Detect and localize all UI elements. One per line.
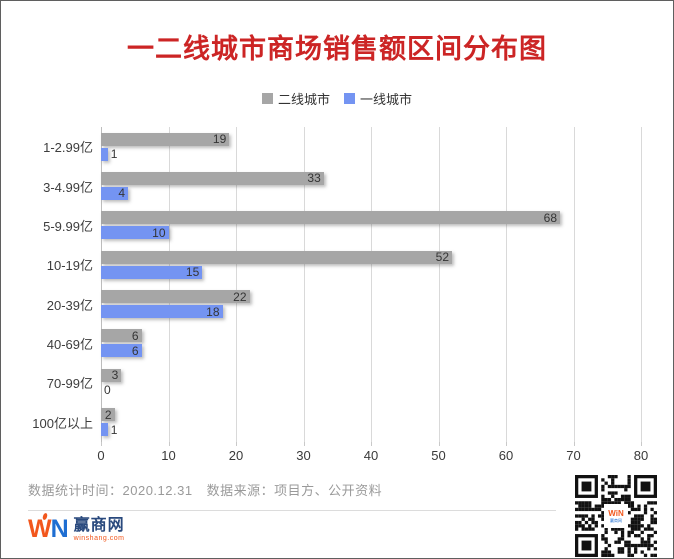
gridline (438, 127, 440, 442)
x-axis-tick-label: 80 (633, 448, 649, 463)
legend-swatch-icon (261, 93, 273, 104)
category-label: 70-99亿 (46, 376, 93, 392)
value-label: 1 (110, 147, 118, 161)
value-label: 22 (233, 289, 247, 304)
bar-first-tier: 6 (101, 343, 142, 358)
axis-tick (573, 442, 575, 446)
gridline (641, 127, 642, 442)
value-label: 3 (111, 368, 119, 383)
category-row: 100亿以上 2 1 (1, 403, 641, 442)
logo-wn-mark: WN (28, 512, 69, 542)
bar-first-tier: 10 (101, 225, 169, 240)
footer-note: 数据统计时间：2020.12.31 数据来源：项目方、公开资料 (28, 480, 382, 499)
value-label: 1 (110, 422, 118, 437)
value-label: 15 (185, 265, 200, 280)
bar-first-tier: 1 (101, 423, 117, 437)
y-axis-line (101, 127, 102, 442)
gridline (506, 127, 507, 442)
category-row: 3-4.99亿 33 4 (1, 166, 641, 205)
category-label: 3-4.99亿 (43, 179, 93, 195)
stats-time-label: 数据统计时间：2020.12.31 (28, 483, 193, 498)
x-axis-tick-label: 0 (97, 448, 105, 463)
category-row: 10-19亿 52 15 (1, 245, 641, 284)
category-label: 20-39亿 (46, 297, 93, 313)
value-label: 68 (543, 210, 557, 225)
bar-first-tier: 15 (101, 265, 203, 280)
gridline (573, 127, 575, 442)
qr-center-logo: WiN 赢商网 (604, 504, 628, 528)
bar-first-tier: 4 (101, 186, 128, 201)
bar-second-tier: 22 (101, 290, 250, 303)
axis-tick (236, 442, 237, 446)
legend-label: 一线城市 (360, 92, 413, 107)
legend-item-first-tier: 一线城市 (344, 89, 412, 108)
data-source-label: 数据来源：项目方、公开资料 (206, 483, 383, 498)
x-axis-tick-label: 50 (431, 448, 446, 463)
bar-second-tier: 52 (101, 250, 452, 265)
value-label: 10 (152, 225, 166, 240)
category-label: 10-19亿 (46, 258, 93, 274)
logo-cn-text: 赢商网 (73, 517, 125, 534)
category-label: 5-9.99亿 (43, 218, 93, 234)
axis-tick (168, 442, 170, 446)
value-label: 6 (131, 343, 139, 358)
axis-tick (371, 442, 372, 446)
bar-second-tier: 33 (101, 171, 324, 186)
qr-code: WiN 赢商网 (575, 475, 657, 557)
legend-item-second-tier: 二线城市 (261, 89, 330, 108)
category-row: 70-99亿 3 0 (1, 363, 641, 402)
gridline (303, 127, 305, 442)
value-label: 6 (131, 328, 139, 343)
plot-gridlines (101, 127, 642, 446)
bar-first-tier: 18 (101, 305, 223, 318)
value-label: 4 (118, 186, 125, 201)
category-row: 20-39亿 22 18 (1, 285, 641, 324)
bar-chart: 1-2.99亿 19 1 3-4.99亿 33 4 5-9.99亿 68 10 10-19亿 52 1… (1, 127, 641, 442)
legend-label: 二线城市 (277, 92, 330, 107)
x-axis-tick-label: 10 (161, 448, 176, 463)
axis-tick (303, 442, 305, 446)
axis-tick (438, 442, 440, 446)
gridline (371, 127, 372, 442)
x-axis-tick-label: 20 (228, 448, 244, 463)
category-row: 5-9.99亿 68 10 (1, 206, 641, 245)
category-label: 40-69亿 (46, 337, 93, 353)
category-row: 1-2.99亿 19 1 (1, 127, 641, 166)
value-label: 19 (212, 132, 227, 146)
chart-legend: 二线城市 一线城市 (1, 89, 673, 108)
winshang-logo: WN 赢商网 winshang.com (28, 512, 125, 542)
category-row: 40-69亿 6 6 (1, 324, 641, 363)
legend-swatch-icon (344, 93, 355, 104)
value-label: 2 (104, 407, 112, 422)
axis-tick (641, 442, 642, 446)
page-title: 一二线城市商场销售额区间分布图 (127, 34, 547, 64)
bar-second-tier: 3 (101, 368, 122, 383)
value-label: 52 (435, 250, 449, 265)
value-label: 0 (104, 383, 111, 398)
value-label: 33 (307, 171, 321, 186)
gridline (168, 127, 170, 442)
x-axis-tick-label: 60 (498, 448, 514, 463)
x-axis-tick-label: 40 (363, 448, 379, 463)
axis-tick (101, 442, 102, 446)
bar-second-tier: 68 (101, 210, 560, 225)
bar-second-tier: 19 (101, 132, 230, 146)
axis-tick (506, 442, 507, 446)
logo-domain-text: winshang.com (73, 535, 125, 542)
bar-second-tier: 6 (101, 328, 142, 343)
category-label: 100亿以上 (32, 415, 93, 431)
bar-second-tier: 2 (101, 407, 115, 422)
value-label: 18 (206, 304, 220, 319)
bar-first-tier: 1 (101, 147, 117, 161)
x-axis-tick-label: 70 (566, 448, 581, 463)
x-axis-tick-label: 30 (296, 448, 311, 463)
gridline (236, 127, 237, 442)
category-label: 1-2.99亿 (43, 140, 93, 156)
footer-divider (28, 510, 556, 511)
